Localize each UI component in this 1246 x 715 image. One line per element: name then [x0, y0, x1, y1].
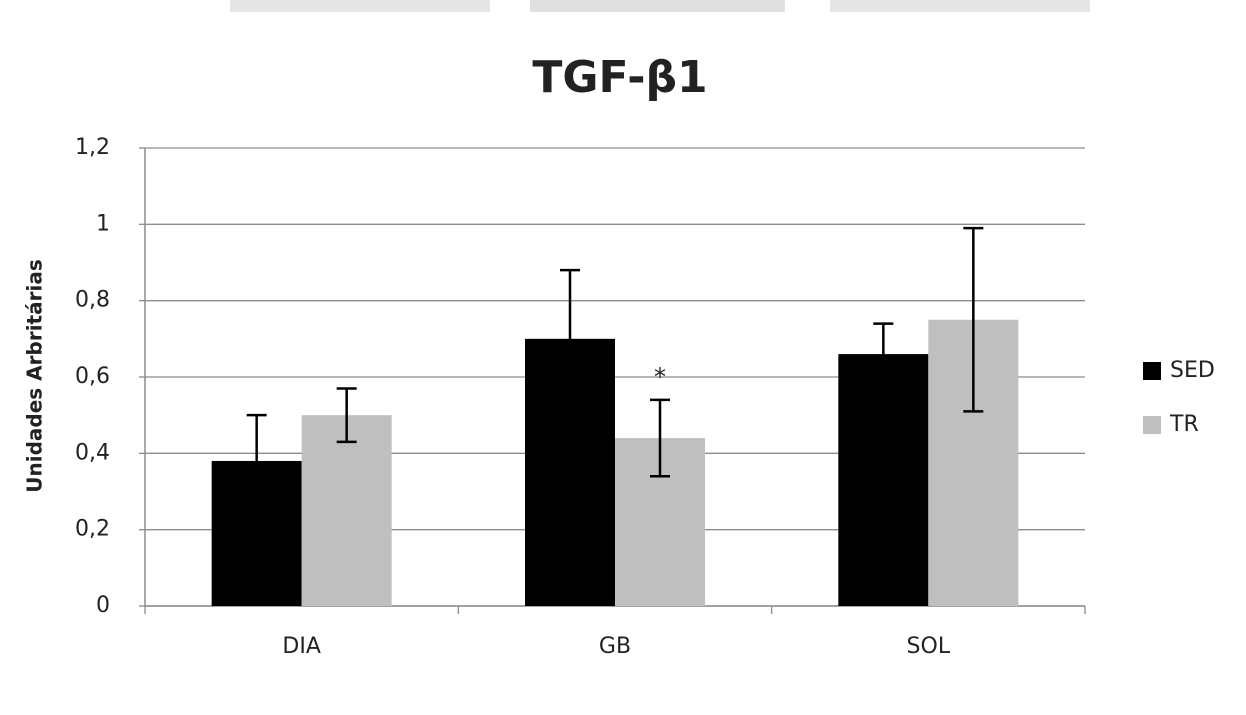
y-tick-label: 1 [96, 211, 110, 236]
x-tick-label: DIA [282, 634, 320, 659]
legend-swatch [1143, 416, 1161, 434]
y-tick-label: 0,8 [75, 288, 110, 313]
error-bar [246, 413, 267, 509]
y-tick-label: 0,6 [75, 364, 110, 389]
y-tick-label: 1,2 [75, 135, 110, 160]
chart-title: TGF-β1 [532, 52, 707, 103]
bar [838, 354, 929, 606]
error-bar [963, 226, 984, 413]
legend-label: SED [1170, 358, 1215, 383]
error-bar [873, 322, 894, 386]
y-tick-label: 0 [96, 593, 110, 618]
annotation: * [654, 363, 666, 391]
x-tick-label: SOL [907, 634, 951, 659]
error-bar [336, 387, 357, 444]
top-strip [230, 0, 490, 12]
top-strip [530, 0, 785, 12]
legend-label: TR [1169, 412, 1199, 437]
error-bar [560, 268, 580, 409]
y-axis-label: Unidades Arbritárias [23, 259, 47, 492]
error-bar [650, 398, 670, 478]
legend-swatch [1143, 362, 1161, 380]
y-tick-label: 0,2 [75, 517, 110, 542]
top-strip [830, 0, 1090, 12]
y-tick-label: 0,4 [75, 440, 110, 465]
x-tick-label: GB [599, 634, 631, 659]
bar [301, 415, 392, 606]
